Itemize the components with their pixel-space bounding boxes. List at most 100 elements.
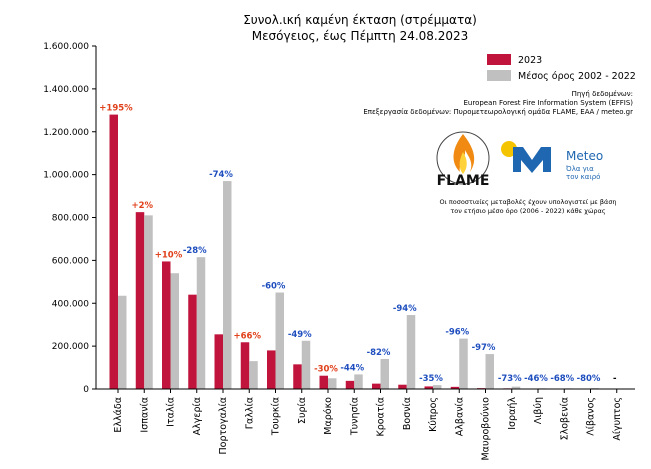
x-tick-label: Αλγερία: [192, 397, 203, 435]
source-effis: European Forest Fire Information System …: [463, 99, 633, 107]
bar-2023: [214, 334, 223, 389]
legend-swatch-2023: [487, 54, 511, 65]
x-tick-label: Τουρκία: [271, 397, 282, 436]
y-tick-label: 1.600.000: [43, 42, 89, 52]
bar-average: [144, 215, 153, 389]
y-tick-label: 600.000: [52, 256, 89, 266]
meteo-m-icon: [513, 147, 551, 173]
bar-2023: [188, 294, 197, 389]
change-label: -44%: [340, 363, 364, 373]
y-tick-label: 0: [83, 385, 89, 395]
x-tick-label: Ιταλία: [166, 397, 177, 427]
chart-subtitle: Μεσόγειος, έως Πέμπτη 24.08.2023: [252, 29, 469, 43]
bar-2023: [398, 384, 407, 389]
x-tick-label: Αίγυπτος: [612, 397, 623, 441]
change-label: +66%: [234, 331, 262, 341]
x-tick-label: Βοσνία: [402, 397, 413, 430]
change-label: +10%: [155, 250, 183, 260]
y-tick-label: 400.000: [52, 299, 89, 309]
chart-title: Συνολ.ική καμένη έκταση (στρέμματα): [243, 13, 477, 27]
bar-average: [328, 378, 337, 389]
y-tick-label: 1.400.000: [43, 85, 89, 95]
x-tick-label: Πορτογαλία: [218, 397, 229, 455]
change-label: -35%: [419, 374, 443, 384]
bar-2023: [450, 386, 460, 389]
meteo-tagline-1: Όλα για: [565, 165, 594, 173]
change-label: -68%: [550, 374, 574, 384]
change-label: -82%: [367, 348, 391, 358]
x-tick-label: Ισραήλ: [507, 397, 518, 430]
y-tick-label: 800.000: [52, 214, 89, 224]
legend-swatch-average: [487, 70, 511, 81]
bar-average: [301, 340, 311, 389]
bar-2023: [135, 212, 145, 389]
bar-average: [511, 386, 521, 389]
bar-average: [196, 257, 206, 389]
bar-average: [118, 295, 127, 389]
change-label: -96%: [445, 328, 469, 338]
change-label: -73%: [498, 374, 522, 384]
bar-2023: [240, 342, 250, 389]
bar-2023: [319, 375, 328, 389]
x-tick-label: Λιβύη: [533, 397, 544, 424]
x-tick-label: Μαρόκο: [323, 397, 334, 435]
change-label: -28%: [183, 246, 207, 256]
meteo-logo-text: Meteo: [566, 149, 603, 163]
change-label: -60%: [262, 282, 286, 292]
note-line-1: Οι ποσοστιαίες μεταβολές έχουν υπολογιστ…: [439, 198, 616, 206]
bar-average: [485, 354, 494, 389]
flame-icon: [453, 134, 475, 172]
meteo-tagline-2: τον καιρό: [566, 173, 600, 181]
flame-logo: FLAME: [436, 131, 490, 189]
x-tick-label: Αλβανία: [454, 397, 465, 436]
x-tick-label: Μαυροβούνιο: [481, 397, 492, 461]
flame-inner-icon: [459, 152, 467, 174]
y-tick-label: 200.000: [52, 342, 89, 352]
bar-average: [406, 315, 416, 389]
note-line-2: τον ετήσιο μέσο όρο (2006 - 2022) κάθε χ…: [450, 207, 605, 215]
bar-2023: [162, 261, 171, 389]
change-labels: +195% +2% +10% -28% -74% +66% -60% -49% -30% -44%…: [99, 104, 617, 384]
bar-average: [354, 374, 363, 389]
bar-2023: [293, 364, 302, 389]
change-label: -94%: [393, 304, 417, 314]
legend-label-2023: 2023: [518, 55, 542, 66]
bar-average: [433, 385, 442, 389]
change-label: +195%: [99, 104, 133, 114]
bar-average: [459, 338, 468, 389]
bar-2023: [267, 350, 276, 389]
change-label: -: [613, 374, 617, 384]
legend: 2023 Μέσος όρος 2002 - 2022: [487, 54, 636, 82]
bar-average: [275, 292, 284, 389]
y-axis: 0 200.000 400.000 600.000 800.000 1.000.000 1.…: [43, 42, 97, 395]
x-tick-label: Ισπανία: [139, 397, 150, 433]
x-tick-label: Κροατία: [376, 397, 387, 437]
change-label: -80%: [577, 374, 601, 384]
y-tick-label: 1.200.000: [43, 128, 89, 138]
x-tick-label: Λίβανος: [586, 397, 597, 436]
bar-average: [170, 273, 179, 389]
change-label: +2%: [131, 201, 153, 211]
bar-2023: [109, 114, 118, 389]
x-tick-label: Κύπρος: [428, 397, 439, 432]
bar-average: [223, 181, 232, 389]
bar-average: [249, 361, 258, 389]
flame-logo-text: FLAME: [437, 173, 490, 189]
change-label: -30%: [314, 365, 338, 375]
change-label: -74%: [209, 170, 233, 180]
x-tick-label: Τυνησία: [349, 397, 360, 436]
meteo-logo: Meteo Όλα για τον καιρό: [501, 141, 603, 181]
source-processing: Επεξεργασία δεδομένων: Πυρομετεωρολογική…: [363, 108, 633, 116]
x-axis: Ελλάδα Ισπανία Ιταλία Αλγερία Πορτογαλία Γαλλ…: [96, 388, 635, 461]
bar-2023: [372, 383, 381, 389]
y-tick-label: 1.000.000: [43, 171, 89, 181]
x-tick-label: Γαλλία: [244, 397, 255, 429]
x-tick-label: Συρία: [297, 397, 308, 424]
source-label: Πηγή δεδομένων:: [572, 90, 633, 98]
legend-label-average: Μέσος όρος 2002 - 2022: [518, 71, 636, 82]
bar-2023: [424, 386, 433, 389]
bar-average: [380, 358, 389, 389]
x-tick-label: Σλοβενία: [559, 397, 570, 440]
x-tick-label: Ελλάδα: [113, 397, 124, 433]
